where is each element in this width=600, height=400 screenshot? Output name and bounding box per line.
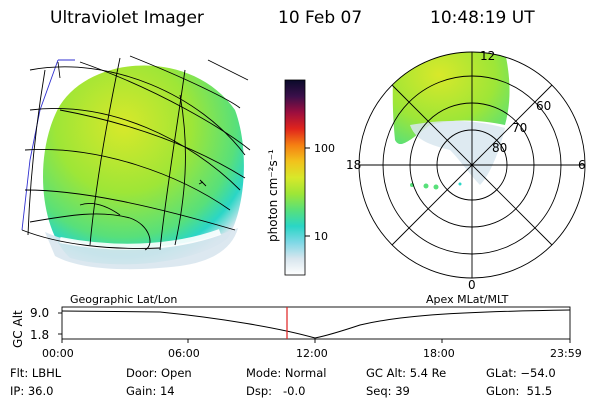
info-filter: Flt: LBHL — [10, 366, 62, 380]
info-mode: Mode: Normal — [246, 366, 327, 380]
mlt-label-0: 0 — [468, 278, 476, 292]
polar-ring-drawing — [57, 61, 61, 79]
mlt-label-6: 6 — [578, 158, 586, 172]
polar-plot: 12 18 6 0 60 70 80 — [346, 49, 586, 292]
date-label: 10 Feb 07 — [278, 8, 363, 28]
time-label: 10:48:19 UT — [430, 8, 535, 28]
colorbar-unit-label: photon cm⁻²s⁻¹ — [266, 149, 280, 242]
info-seq: Seq: 39 — [366, 384, 410, 398]
lat-label-60: 60 — [536, 99, 551, 113]
info-ip: IP: 36.0 — [10, 384, 54, 398]
colorbar: 100 10 photon cm⁻²s⁻¹ — [266, 79, 335, 276]
info-dsp: Dsp: -0.0 — [246, 384, 306, 398]
gc-alt-axis-label: GC Alt — [11, 310, 25, 348]
lat-label-80: 80 — [492, 141, 507, 155]
app-title: Ultraviolet Imager — [50, 8, 204, 28]
geographic-grid — [21, 55, 251, 251]
gc-alt-tick-high: 9.0 — [30, 306, 49, 320]
time-tick-0000: 00:00 — [42, 347, 74, 360]
info-gc-alt: GC Alt: 5.4 Re — [366, 366, 447, 380]
gc-alt-tick-low: 1.8 — [30, 328, 49, 342]
time-tick-2359: 23:59 — [550, 347, 582, 360]
info-door: Door: Open — [126, 366, 192, 380]
info-gain: Gain: 14 — [126, 384, 175, 398]
info-glat: GLat: −54.0 — [486, 366, 556, 380]
lat-label-70: 70 — [512, 121, 527, 135]
info-glon: GLon: 51.5 — [486, 384, 553, 398]
colorbar-tick-100: 100 — [314, 142, 335, 155]
colorbar-tick-10: 10 — [314, 230, 328, 243]
left-panel-caption: Geographic Lat/Lon — [70, 293, 178, 306]
time-tick-1200: 12:00 — [296, 347, 328, 360]
time-tick-0600: 06:00 — [168, 347, 200, 360]
polar-plot-caption: Apex MLat/MLT — [426, 293, 509, 306]
time-tick-1800: 18:00 — [423, 347, 455, 360]
mlt-label-12: 12 — [480, 49, 495, 63]
altitude-strip: GC Alt 9.0 1.8 — [11, 306, 571, 348]
mlt-label-18: 18 — [346, 158, 361, 172]
